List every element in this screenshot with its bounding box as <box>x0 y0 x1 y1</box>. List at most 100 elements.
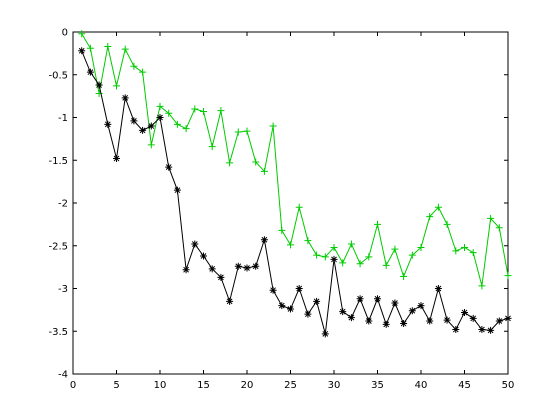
series-0-point <box>217 107 225 115</box>
series-0-point <box>173 120 181 128</box>
series-0-point <box>165 109 173 117</box>
x-tick-label: 0 <box>70 380 76 391</box>
y-tick-label: -2.5 <box>48 241 68 252</box>
series-1-point <box>208 265 216 273</box>
x-tick-label: 20 <box>241 380 254 391</box>
series-1-point <box>374 295 381 303</box>
series-0-point <box>278 226 286 234</box>
series-0-point <box>200 108 207 116</box>
y-tick-label: -2 <box>58 199 68 210</box>
series-1-point <box>104 120 112 128</box>
series-1-point <box>313 297 321 305</box>
series-0-point <box>304 237 312 245</box>
series-0-point <box>104 43 112 51</box>
series-0-point <box>269 122 277 130</box>
series-0-point <box>356 260 364 268</box>
series-1-point <box>200 252 207 260</box>
series-0-point <box>478 282 486 290</box>
series-1-point <box>443 316 451 324</box>
series-1-point <box>365 317 373 325</box>
series-1-point <box>278 302 286 310</box>
x-tick-label: 35 <box>371 380 384 391</box>
series-0-point <box>374 220 381 228</box>
series-0-point <box>443 220 451 228</box>
series-0-point <box>313 251 321 259</box>
series-1-point <box>461 308 468 316</box>
series-0-point <box>330 243 338 251</box>
x-tick-label: 15 <box>197 380 210 391</box>
series-0-point <box>469 249 477 257</box>
series-0-point <box>452 247 460 255</box>
series-1-point <box>260 236 268 244</box>
series-0-point <box>434 203 442 211</box>
series-1-point <box>347 314 355 322</box>
x-tick-label: 30 <box>328 380 341 391</box>
series-1-point <box>487 326 495 334</box>
x-tick-label: 45 <box>458 380 471 391</box>
y-tick-label: -0.5 <box>48 70 68 81</box>
series-1-point <box>147 122 155 130</box>
series-0-point <box>226 159 234 167</box>
series-1-point <box>330 255 338 263</box>
series-1-point <box>234 262 242 270</box>
series-1-point <box>165 163 173 171</box>
series-1-point <box>269 286 277 294</box>
series-0-point <box>234 128 242 136</box>
series-1-point <box>478 326 486 334</box>
x-tick-label: 50 <box>502 380 515 391</box>
series-0-point <box>147 141 155 149</box>
series-0-point <box>461 243 468 251</box>
x-tick-label: 5 <box>113 380 119 391</box>
series-0-point <box>321 253 329 261</box>
series-0-point <box>408 251 416 259</box>
series-1-point <box>252 262 260 270</box>
series-1-line <box>81 50 509 334</box>
series-0-point <box>287 241 294 249</box>
series-0-point <box>86 44 94 52</box>
series-0-point <box>243 127 251 135</box>
series-1-point <box>469 314 477 322</box>
series-1-point <box>321 330 329 338</box>
series-0-point <box>156 102 164 110</box>
series-1-point <box>295 285 303 292</box>
series-1-point <box>408 307 416 315</box>
y-tick-label: -3.5 <box>48 327 68 338</box>
axes-frame <box>72 31 509 375</box>
x-tick-label: 40 <box>415 380 428 391</box>
x-tick-label: 25 <box>284 380 297 391</box>
series-1-point <box>495 317 503 325</box>
series-0-point <box>347 240 355 248</box>
series-0-point <box>260 167 268 175</box>
series-1-point <box>243 264 251 272</box>
series-0-line <box>81 33 509 287</box>
series-1-point <box>121 94 129 102</box>
series-0-point <box>113 82 120 90</box>
y-tick-label: -4 <box>58 370 68 381</box>
series-0-point <box>391 245 399 253</box>
series-0-point <box>130 62 138 70</box>
y-tick-label: -3 <box>58 284 68 295</box>
series-0-point <box>382 261 390 269</box>
series-1-point <box>113 155 120 163</box>
series-1-point <box>400 320 408 328</box>
series-1-point <box>417 302 425 310</box>
y-tick-label: -1.5 <box>48 156 68 167</box>
series-0-point <box>417 243 425 251</box>
series-1-point <box>139 126 147 134</box>
series-1-point <box>86 68 94 76</box>
y-tick-label: 0 <box>62 28 68 39</box>
series-0-point <box>121 45 129 53</box>
x-tick-label: 10 <box>154 380 167 391</box>
series-1-point <box>130 117 138 125</box>
series-0-point <box>78 30 86 38</box>
series-1-point <box>78 47 86 55</box>
series-0-point <box>495 224 503 232</box>
series-0-point <box>365 253 373 261</box>
series-0-point <box>191 105 199 113</box>
series-1-point <box>391 299 399 307</box>
series-1-point <box>173 186 181 194</box>
series-1-point <box>182 266 190 274</box>
series-1-point <box>426 317 434 325</box>
series-1-point <box>287 305 294 313</box>
